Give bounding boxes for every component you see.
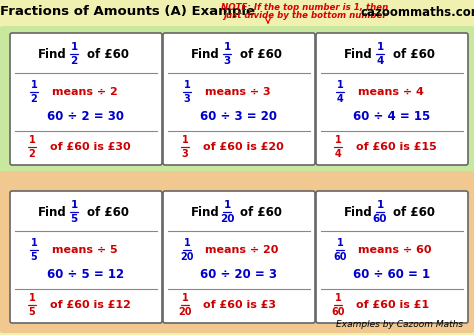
Text: 1: 1 [337, 239, 343, 249]
Text: means ÷ 60: means ÷ 60 [358, 245, 431, 255]
Text: of £60: of £60 [393, 48, 435, 61]
Text: means ÷ 4: means ÷ 4 [358, 87, 424, 97]
Text: 3: 3 [182, 149, 188, 159]
Text: 60: 60 [331, 307, 345, 317]
Text: 1: 1 [183, 80, 191, 90]
Text: of £60 is £20: of £60 is £20 [203, 142, 284, 152]
Text: 1: 1 [337, 80, 343, 90]
Text: 5: 5 [70, 214, 78, 224]
Text: Find: Find [191, 205, 219, 218]
Text: means ÷ 5: means ÷ 5 [52, 245, 118, 255]
Text: 1: 1 [182, 293, 188, 303]
Text: 1: 1 [31, 80, 37, 90]
Text: of £60: of £60 [393, 205, 435, 218]
FancyBboxPatch shape [10, 191, 162, 323]
Text: cazoommaths.com: cazoommaths.com [361, 5, 474, 18]
Text: 60 ÷ 3 = 20: 60 ÷ 3 = 20 [201, 110, 277, 123]
Text: 20: 20 [180, 252, 194, 262]
Text: of £60: of £60 [240, 48, 282, 61]
Text: 20: 20 [220, 214, 234, 224]
Text: 2: 2 [31, 94, 37, 104]
Text: 60: 60 [333, 252, 347, 262]
Text: 1: 1 [28, 135, 36, 145]
FancyBboxPatch shape [0, 26, 474, 174]
Text: 60 ÷ 20 = 3: 60 ÷ 20 = 3 [201, 268, 277, 281]
Text: 1: 1 [31, 239, 37, 249]
Text: 3: 3 [223, 56, 231, 66]
Text: of £60 is £3: of £60 is £3 [203, 300, 276, 310]
Text: Find: Find [37, 48, 66, 61]
Text: means ÷ 2: means ÷ 2 [52, 87, 118, 97]
Text: 5: 5 [31, 252, 37, 262]
Text: means ÷ 3: means ÷ 3 [205, 87, 271, 97]
Text: 4: 4 [376, 56, 383, 66]
Text: 60: 60 [373, 214, 387, 224]
Text: 20: 20 [178, 307, 192, 317]
Text: 1: 1 [70, 200, 78, 210]
Text: 60 ÷ 60 = 1: 60 ÷ 60 = 1 [354, 268, 430, 281]
Text: of £60: of £60 [240, 205, 282, 218]
Text: of £60 is £12: of £60 is £12 [50, 300, 131, 310]
Text: 4: 4 [335, 149, 341, 159]
FancyBboxPatch shape [0, 171, 474, 333]
Text: Find: Find [344, 48, 373, 61]
Text: 5: 5 [28, 307, 36, 317]
Text: of £60 is £30: of £60 is £30 [50, 142, 131, 152]
Text: 4: 4 [337, 94, 343, 104]
FancyBboxPatch shape [163, 33, 315, 165]
Text: of £60 is £15: of £60 is £15 [356, 142, 437, 152]
Text: Examples by Cazoom Maths: Examples by Cazoom Maths [337, 320, 464, 329]
Text: of £60: of £60 [87, 48, 129, 61]
Text: Find: Find [191, 48, 219, 61]
Text: NOTE: If the top number is 1, then: NOTE: If the top number is 1, then [221, 3, 389, 12]
Text: of £60: of £60 [87, 205, 129, 218]
Text: 1: 1 [70, 42, 78, 52]
Text: of £60 is £1: of £60 is £1 [356, 300, 429, 310]
Text: Find: Find [344, 205, 373, 218]
Text: 1: 1 [183, 239, 191, 249]
Text: 1: 1 [28, 293, 36, 303]
Text: 1: 1 [223, 42, 231, 52]
Text: 2: 2 [70, 56, 78, 66]
Text: 3: 3 [183, 94, 191, 104]
Text: 1: 1 [182, 135, 188, 145]
Text: 1: 1 [376, 42, 383, 52]
Text: Find: Find [37, 205, 66, 218]
Text: 60 ÷ 4 = 15: 60 ÷ 4 = 15 [354, 110, 430, 123]
Text: 60 ÷ 5 = 12: 60 ÷ 5 = 12 [47, 268, 125, 281]
Text: just divide by the bottom number: just divide by the bottom number [223, 11, 387, 20]
FancyBboxPatch shape [316, 33, 468, 165]
FancyBboxPatch shape [10, 33, 162, 165]
Text: 1: 1 [335, 293, 341, 303]
Text: means ÷ 20: means ÷ 20 [205, 245, 278, 255]
FancyBboxPatch shape [163, 191, 315, 323]
Text: 60 ÷ 2 = 30: 60 ÷ 2 = 30 [47, 110, 125, 123]
Text: 2: 2 [28, 149, 36, 159]
FancyBboxPatch shape [316, 191, 468, 323]
Text: 1: 1 [335, 135, 341, 145]
Text: Fractions of Amounts (A) Example: Fractions of Amounts (A) Example [0, 5, 255, 18]
Text: 1: 1 [376, 200, 383, 210]
Text: 1: 1 [223, 200, 231, 210]
